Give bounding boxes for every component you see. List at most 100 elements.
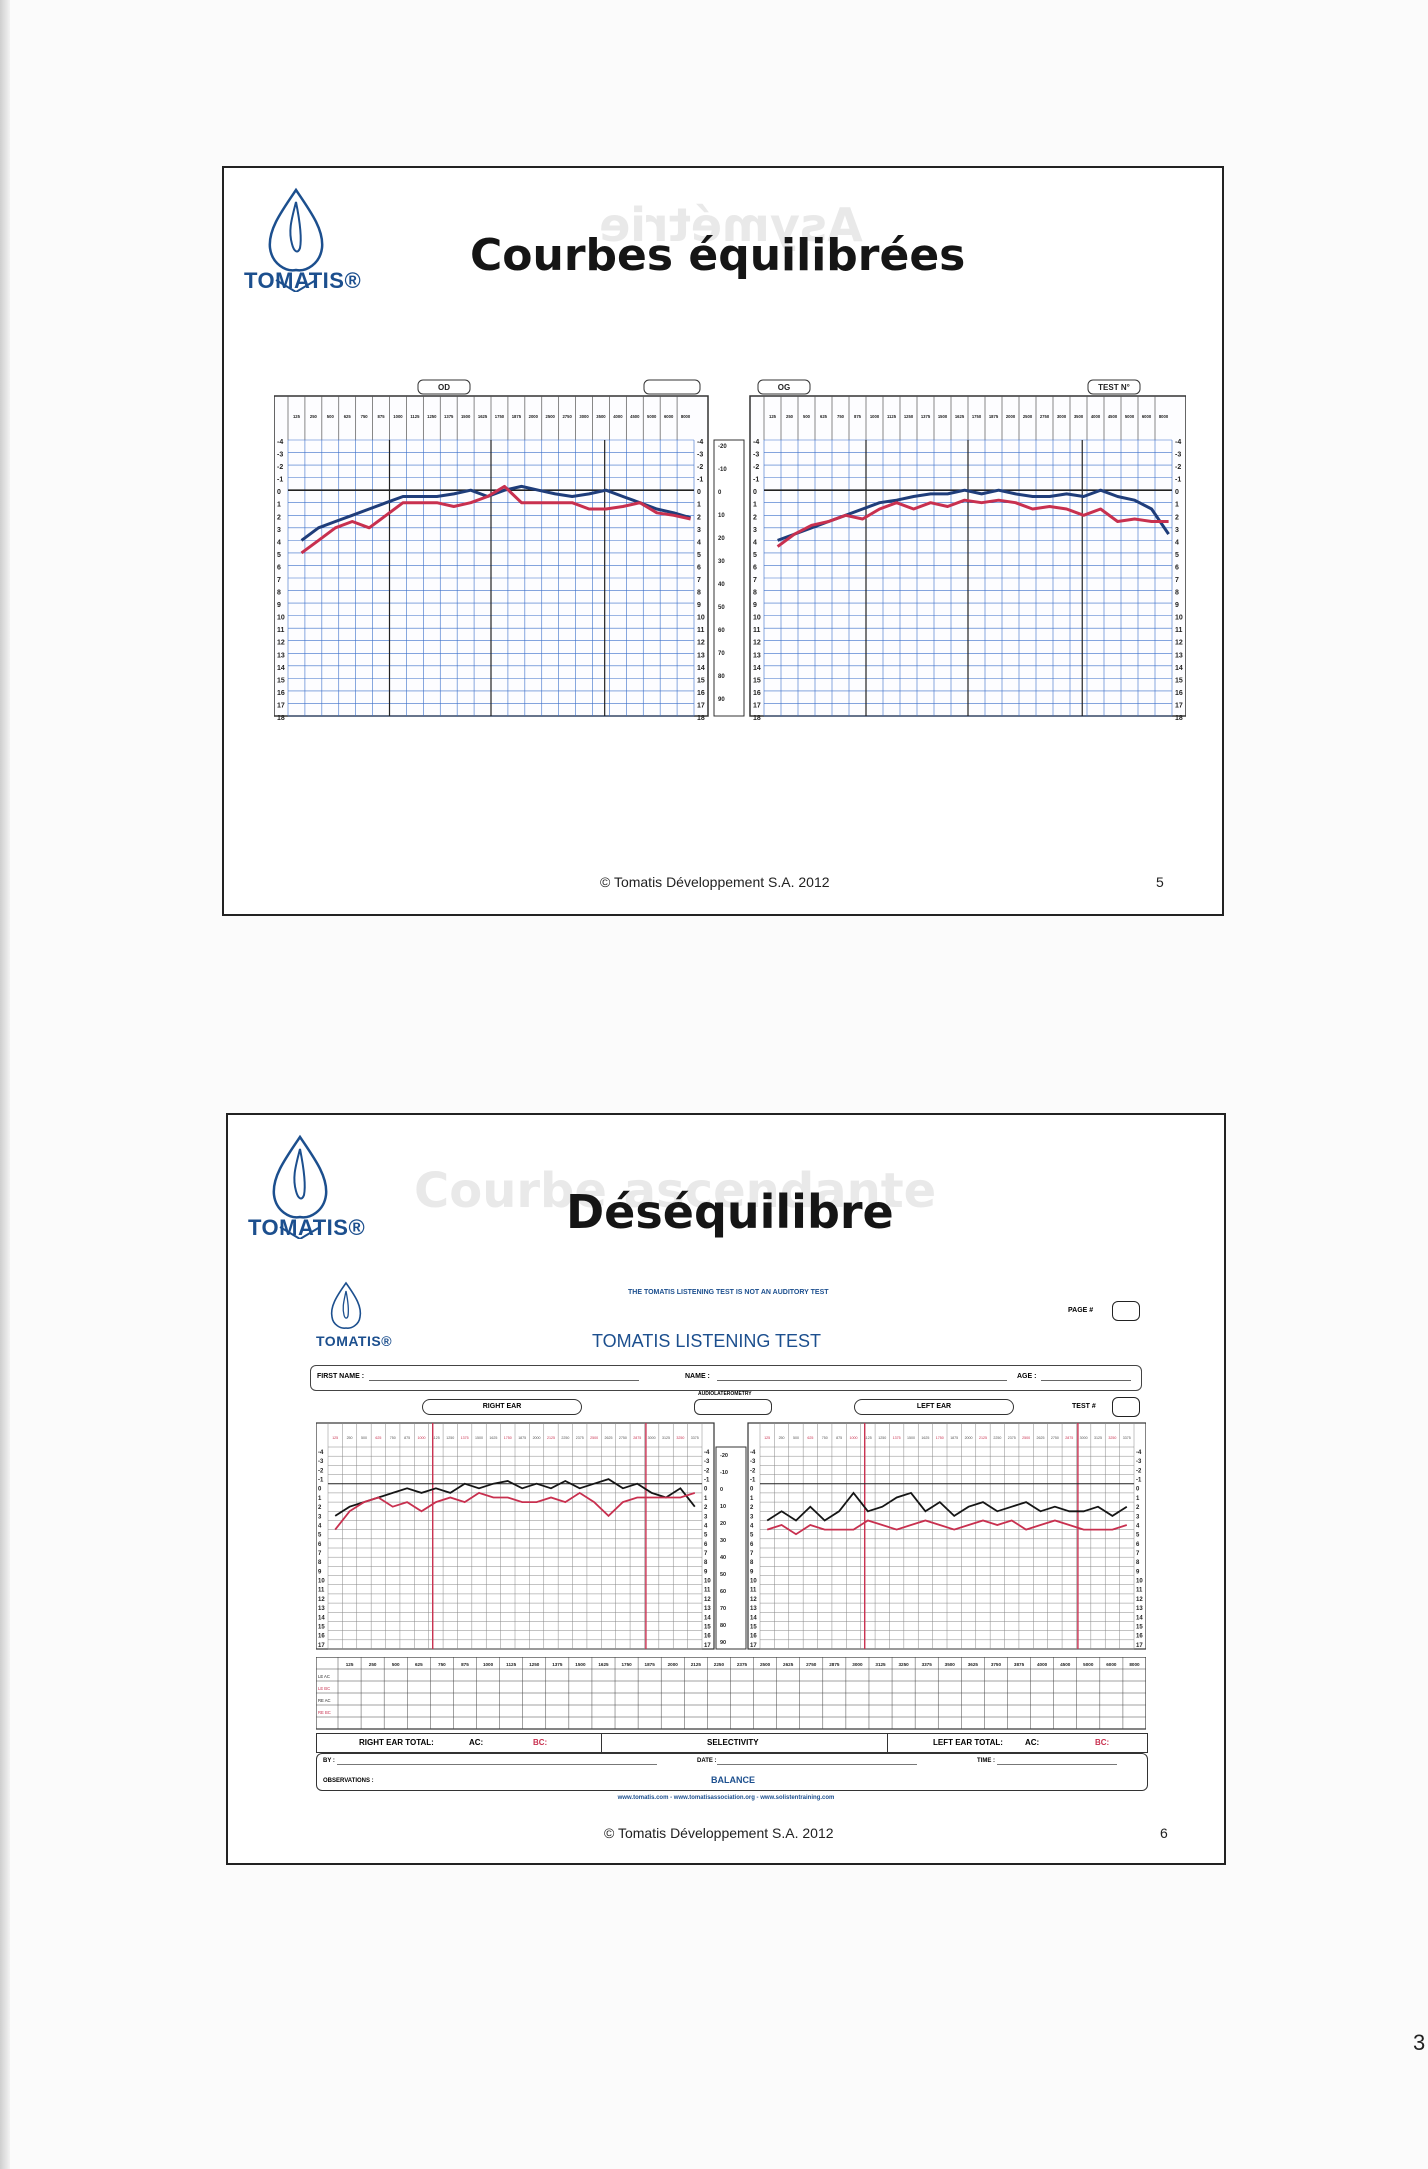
frequency-label: 1750 [936,1436,944,1440]
db-scale-label: 12 [1175,640,1183,647]
db-mid-label: 0 [720,1487,723,1493]
db-scale-label: -2 [318,1468,324,1474]
table-frequency-header: 3375 [922,1662,933,1667]
time-field[interactable] [997,1764,1117,1765]
ear-tab-blank [643,379,701,395]
db-scale-label: -3 [277,452,283,459]
right-ear-label: RIGHT EAR [422,1399,582,1415]
frequency-label: 1875 [989,414,999,419]
db-scale-label: 17 [277,702,285,709]
frequency-label: 2125 [547,1436,555,1440]
frequency-label: 2875 [1065,1436,1073,1440]
db-scale-label: 0 [750,1487,754,1493]
db-scale-label: 11 [277,627,285,634]
by-field[interactable] [337,1764,657,1765]
frequency-label: 625 [807,1436,813,1440]
db-scale-label: -1 [318,1478,324,1484]
time-label: TIME : [977,1758,995,1764]
frequency-label: 250 [310,414,318,419]
table-frequency-header: 2625 [783,1662,794,1667]
db-scale-label: 2 [318,1505,322,1511]
frequency-label: 250 [779,1436,785,1440]
db-mid-label: -20 [720,1453,728,1459]
audiogram-series-line [300,484,691,555]
table-frequency-header: 3500 [945,1662,956,1667]
table-frequency-header: 1000 [483,1662,494,1667]
frequency-label: 2000 [965,1436,973,1440]
left-bc-label: BC: [1095,1738,1110,1747]
name-field[interactable] [717,1380,1007,1381]
table-row-label: LE AC [318,1674,330,1679]
db-scale-label: -4 [318,1450,324,1456]
form-logo-icon [330,1281,362,1329]
frequency-label: 3500 [596,414,606,419]
db-scale-label: 10 [753,615,761,622]
table-frequency-header: 1125 [506,1662,516,1667]
db-scale-label: 12 [704,1597,711,1603]
slide-footer: © Tomatis Développement S.A. 2012 [600,874,830,890]
table-frequency-header: 2375 [737,1662,748,1667]
date-field[interactable] [717,1764,917,1765]
frequency-label: 4500 [1108,414,1118,419]
ear-tab-label: TEST N° [1098,383,1130,392]
db-mid-label: 0 [718,490,722,496]
db-scale-label: 17 [1136,1643,1143,1649]
db-scale-label: -3 [704,1459,710,1465]
db-scale-label: 16 [318,1634,325,1640]
slide-courbes-equilibrees: Asymétrie TOMATIS® Courbes équilibrées O… [222,166,1224,916]
db-mid-label: 50 [718,605,725,611]
db-scale-label: -4 [1136,1450,1142,1456]
db-scale-label: -3 [750,1459,756,1465]
db-scale-label: 12 [753,640,761,647]
tomatis-logo-icon [272,1134,328,1239]
left-ear-label: LEFT EAR [854,1399,1014,1415]
db-mid-label: 10 [718,513,725,519]
frequency-label: 750 [822,1436,828,1440]
identity-row: FIRST NAME : NAME : AGE : [310,1365,1142,1391]
db-scale-label: -4 [697,439,703,446]
frequency-label: 1875 [512,414,522,419]
frequency-label: 1375 [921,414,931,419]
table-frequency-header: 1625 [598,1662,609,1667]
left-ear-total-label: LEFT EAR TOTAL: [933,1738,1003,1747]
frequency-label: 1625 [921,1436,929,1440]
frequency-label: 3375 [691,1436,699,1440]
db-scale-label: 18 [697,715,705,722]
test-number-field[interactable] [1112,1397,1140,1417]
frequency-label: 2500 [1023,414,1033,419]
form-notice: THE TOMATIS LISTENING TEST IS NOT AN AUD… [628,1289,829,1296]
db-scale-label: 1 [753,502,757,509]
db-mid-label: -10 [720,1470,728,1476]
page-number-field[interactable] [1112,1301,1140,1321]
frequency-label: 500 [361,1436,367,1440]
frequency-label: 1500 [938,414,948,419]
db-scale-label: 3 [1136,1514,1140,1520]
totals-row: RIGHT EAR TOTAL: AC: BC: SELECTIVITY LEF… [316,1733,1148,1753]
slide-title: Déséquilibre [566,1185,894,1239]
frequency-label: 1875 [518,1436,526,1440]
table-frequency-header: 125 [346,1662,354,1667]
age-field[interactable] [1041,1380,1131,1381]
db-scale-label: 10 [277,615,285,622]
db-scale-label: 17 [750,1643,757,1649]
db-mid-label: 30 [718,559,725,565]
db-scale-label: 15 [753,677,761,684]
db-scale-label: 14 [704,1615,711,1621]
db-scale-label: 6 [750,1542,754,1548]
frequency-label: 125 [293,414,301,419]
db-scale-label: 3 [318,1514,322,1520]
db-scale-label: 9 [697,602,701,609]
db-scale-label: 6 [697,564,701,571]
table-frequency-header: 4000 [1037,1662,1048,1667]
frequency-label: 4000 [613,414,623,419]
db-scale-label: 1 [277,502,281,509]
db-scale-label: 14 [1175,665,1183,672]
audiolaterometry-field[interactable] [694,1399,772,1415]
first-name-field[interactable] [369,1380,639,1381]
db-scale-label: 5 [1175,552,1179,559]
ear-tab [417,379,471,395]
slide-page-number: 5 [1156,874,1164,890]
db-scale-label: -2 [704,1468,710,1474]
frequency-label: 750 [361,414,369,419]
db-scale-label: 10 [697,615,705,622]
